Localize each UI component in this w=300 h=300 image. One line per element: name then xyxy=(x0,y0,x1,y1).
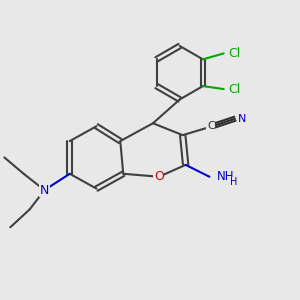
Text: NH: NH xyxy=(217,170,234,183)
Text: N: N xyxy=(40,184,49,196)
Text: Cl: Cl xyxy=(228,82,240,96)
Text: O: O xyxy=(154,170,164,183)
Text: C: C xyxy=(207,121,215,131)
Text: H: H xyxy=(230,177,238,187)
Text: Cl: Cl xyxy=(228,47,240,60)
Text: N: N xyxy=(238,114,247,124)
